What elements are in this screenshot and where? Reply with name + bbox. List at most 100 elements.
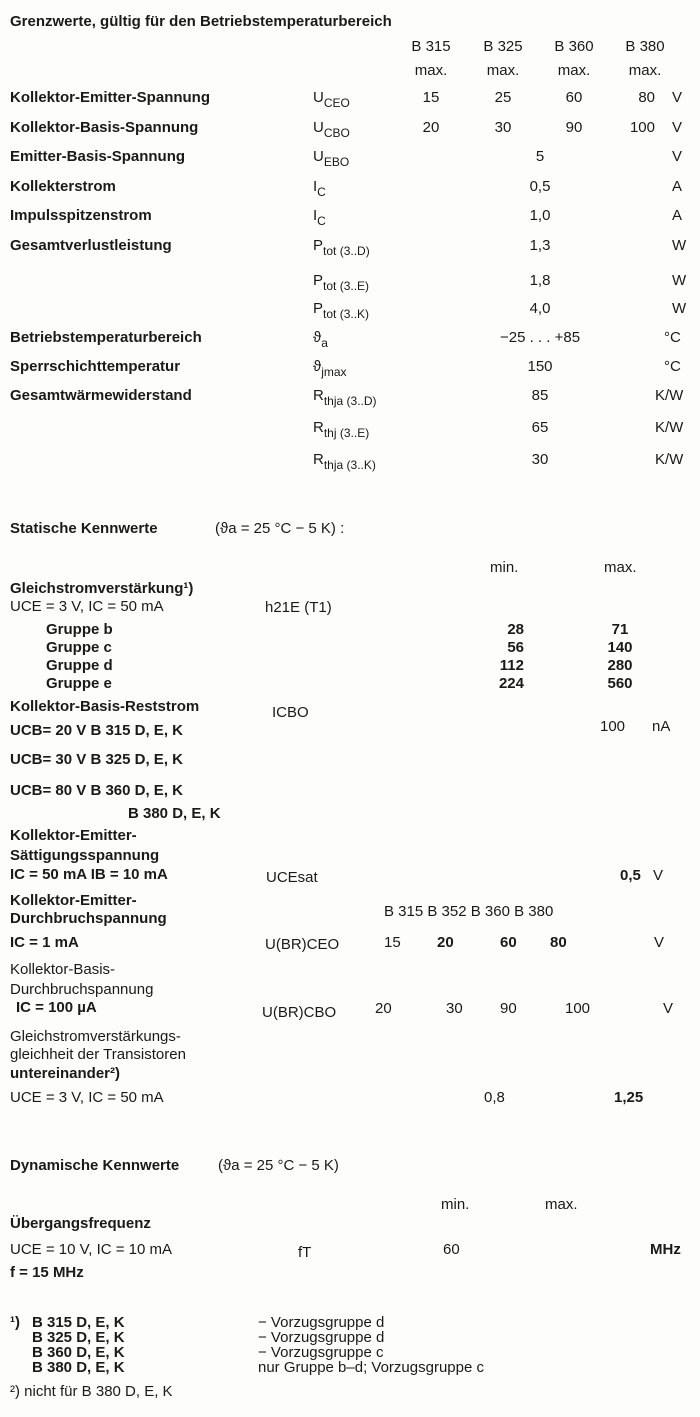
min-value: 28 xyxy=(507,621,524,638)
group-label: Gruppe e xyxy=(46,675,112,692)
parameter-symbol: IC xyxy=(313,178,326,199)
symbol-main: U xyxy=(313,148,324,165)
parameter-symbol: Ptot (3..E) xyxy=(313,272,370,293)
symbol-subscript: tot (3..E) xyxy=(323,279,370,293)
group-label: Gruppe d xyxy=(46,657,113,674)
footnote-note: − Vorzugsgruppe d xyxy=(258,1314,385,1331)
footnote-2: ²) nicht für B 380 D, E, K xyxy=(10,1383,173,1400)
section-title: Statische Kennwerte xyxy=(10,520,158,537)
unit: MHz xyxy=(650,1241,681,1258)
value-cell: 1,8 xyxy=(529,272,551,289)
parameter-label: Sättigungsspannung xyxy=(10,847,160,864)
parameter-label: Kollektor-Emitter- xyxy=(10,827,137,844)
parameter-label: Emitter-Basis-Spannung xyxy=(10,148,186,165)
parameter-symbol: UCBO xyxy=(313,119,350,140)
value-cell: 100 xyxy=(565,1000,591,1017)
unit: °C xyxy=(664,329,681,346)
min-value: 60 xyxy=(443,1241,460,1258)
unit: nA xyxy=(652,718,671,735)
value-cell: 80 xyxy=(638,89,655,106)
unit: K/W xyxy=(655,451,684,468)
max-value: 140 xyxy=(607,639,633,656)
footnote-type: B 315 D, E, K xyxy=(32,1314,125,1331)
symbol-subscript: CBO xyxy=(323,126,350,140)
symbol-main: R xyxy=(313,451,324,468)
min-label: min. xyxy=(441,1196,470,1213)
symbol-main: U xyxy=(313,119,324,136)
parameter-label: Kollektor-Emitter- xyxy=(10,892,137,909)
parameter-symbol: ϑa xyxy=(313,329,328,350)
value-cell: 60 xyxy=(500,934,517,951)
value-cell: 0,5 xyxy=(529,178,551,195)
max-value: 1,25 xyxy=(614,1089,644,1106)
parameter-symbol: UEBO xyxy=(313,148,349,168)
parameter-label: Kollektor-Basis- xyxy=(10,961,116,978)
value-cell: 30 xyxy=(531,451,549,468)
max-value: 280 xyxy=(607,657,633,674)
unit: °C xyxy=(664,358,681,375)
symbol-subscript: thj (3..E) xyxy=(323,426,370,440)
parameter-label: Kollektor-Basis-Reststrom xyxy=(10,698,200,715)
parameter-symbol: h21E (T1) xyxy=(265,599,332,616)
footnote-type: B 360 D, E, K xyxy=(32,1344,125,1361)
condition: UCB= 80 V B 360 D, E, K xyxy=(10,782,183,799)
unit: W xyxy=(672,272,687,289)
symbol-main: R xyxy=(313,387,324,404)
symbol-subscript: C xyxy=(317,185,326,199)
parameter-symbol: Rthj (3..E) xyxy=(313,419,370,440)
parameter-label: Gesamtverlustleistung xyxy=(10,237,172,254)
max-value: 71 xyxy=(611,621,629,638)
parameter-label: gleichheit der Transistoren xyxy=(10,1046,186,1063)
max-label: max. xyxy=(628,62,662,79)
max-label: max. xyxy=(414,62,448,79)
value-cell: 25 xyxy=(494,89,512,106)
max-label: max. xyxy=(545,1196,578,1213)
symbol-main: P xyxy=(313,237,324,254)
parameter-symbol: IC xyxy=(313,207,326,227)
symbol-main: ϑ xyxy=(313,358,322,375)
symbol-subscript: thja (3..K) xyxy=(323,458,376,472)
parameter-symbol: ICBO xyxy=(272,704,309,721)
condition: UCB= 30 V B 325 D, E, K xyxy=(10,751,183,768)
footnote-type: B 325 D, E, K xyxy=(32,1329,125,1346)
symbol-main: I xyxy=(313,178,318,195)
parameter-label: Sperrschichttemperatur xyxy=(10,358,181,375)
max-value: 100 xyxy=(600,718,626,735)
value-cell: 1,3 xyxy=(529,237,551,254)
column-header: B 380 xyxy=(625,38,665,55)
parameter-symbol: fT xyxy=(298,1244,312,1261)
value-cell: 15 xyxy=(384,934,401,951)
parameter-label: Durchbruchspannung xyxy=(10,981,154,998)
parameter-label: untereinander²) xyxy=(10,1065,121,1082)
symbol-main: R xyxy=(313,419,324,436)
unit: V xyxy=(663,1000,674,1017)
value-cell: 20 xyxy=(437,934,454,951)
footnote-note: nur Gruppe b–d; Vorzugsgruppe c xyxy=(258,1359,484,1376)
min-value: 0,8 xyxy=(484,1089,505,1106)
value-cell: 15 xyxy=(422,89,440,106)
symbol-main: U xyxy=(313,89,324,106)
parameter-label: Durchbruchspannung xyxy=(10,910,167,927)
column-header: B 360 xyxy=(554,38,594,55)
symbol-subscript: jmax xyxy=(321,365,347,379)
unit: W xyxy=(672,300,687,317)
symbol-subscript: a xyxy=(321,336,328,350)
symbol-main: P xyxy=(313,272,324,289)
unit: V xyxy=(654,934,665,951)
symbol-subscript: CEO xyxy=(323,96,350,110)
parameter-label: Betriebstemperaturbereich xyxy=(10,329,202,346)
value-cell: 5 xyxy=(535,148,545,165)
value-cell: 85 xyxy=(531,387,549,404)
condition: IC = 1 mA xyxy=(10,934,79,951)
condition: UCE = 10 V, IC = 10 mA xyxy=(10,1241,173,1258)
unit: V xyxy=(672,148,683,165)
condition: IC = 100 µA xyxy=(16,999,97,1016)
value-cell: 150 xyxy=(527,358,553,375)
max-label: max. xyxy=(486,62,520,79)
parameter-symbol: U(BR)CEO xyxy=(265,936,340,953)
value-cell: 90 xyxy=(500,1000,517,1017)
symbol-subscript: tot (3..K) xyxy=(323,307,370,321)
value-cell: 20 xyxy=(422,119,440,136)
value-cell: 65 xyxy=(531,419,549,436)
